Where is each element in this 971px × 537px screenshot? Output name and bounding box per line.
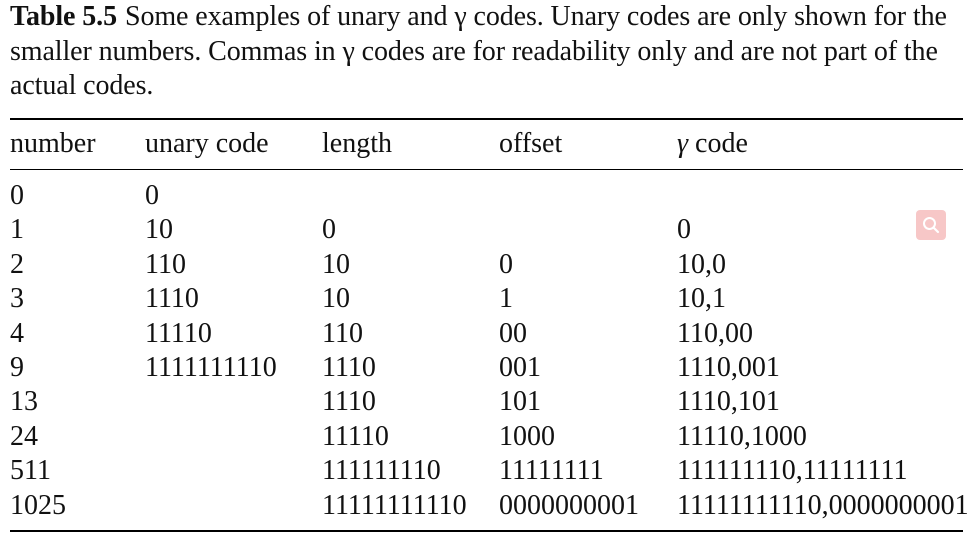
header-unary-code: unary code <box>145 128 269 159</box>
table-bottom-rule <box>10 530 963 532</box>
table-caption: Table 5.5 Some examples of unary and γ co… <box>10 0 965 104</box>
table-top-rule <box>10 118 963 120</box>
table-row: 511 111111110 11111111 111111110,1111111… <box>0 454 971 488</box>
cell-offset: 101 <box>499 386 541 418</box>
cell-gamma: 111111110,11111111 <box>677 455 908 487</box>
table-row: 4 11110 110 00 110,00 <box>0 317 971 351</box>
cell-unary: 11110 <box>145 317 212 349</box>
cell-length: 11111111110 <box>322 489 467 521</box>
cell-offset: 0 <box>499 248 513 280</box>
cell-unary: 110 <box>145 248 186 280</box>
cell-gamma: 10,1 <box>677 283 726 315</box>
cell-offset: 001 <box>499 352 541 383</box>
cell-offset: 00 <box>499 317 527 349</box>
cell-gamma: 10,0 <box>677 248 726 280</box>
cell-offset: 1000 <box>499 420 555 452</box>
table-row: 2 110 10 0 10,0 <box>0 248 971 282</box>
header-gamma-text: code <box>695 128 748 159</box>
cell-number: 13 <box>10 386 38 418</box>
header-gamma-code: γ code <box>677 127 748 161</box>
cell-gamma: 11110,1000 <box>677 420 807 452</box>
cell-gamma: 1110,001 <box>677 352 780 383</box>
table-header-rule <box>10 169 963 170</box>
cell-length: 1110 <box>322 352 376 383</box>
cell-unary: 0 <box>145 180 159 211</box>
cell-length: 0 <box>322 214 336 246</box>
table-row: 1 10 0 0 <box>0 213 971 247</box>
table-row: 13 1110 101 1110,101 <box>0 385 971 419</box>
cell-unary: 10 <box>145 214 173 246</box>
cell-number: 2 <box>10 248 24 280</box>
search-button[interactable] <box>916 210 946 240</box>
table-row: 3 1110 10 1 10,1 <box>0 282 971 316</box>
table-row: 9 1111111110 1110 001 1110,001 <box>0 351 971 385</box>
cell-length: 1110 <box>322 386 376 418</box>
cell-length: 110 <box>322 317 363 349</box>
cell-offset: 11111111 <box>499 455 604 487</box>
header-length: length <box>322 128 392 159</box>
cell-number: 1 <box>10 214 24 246</box>
cell-number: 24 <box>10 420 38 452</box>
cell-number: 3 <box>10 283 24 315</box>
cell-length: 111111110 <box>322 455 441 487</box>
gamma-symbol: γ <box>677 128 689 159</box>
table-row: 24 11110 1000 11110,1000 <box>0 420 971 454</box>
cell-gamma: 1110,101 <box>677 386 780 418</box>
cell-gamma: 11111111110,0000000001 <box>677 489 969 521</box>
cell-length: 11110 <box>322 420 389 452</box>
cell-number: 1025 <box>10 489 66 521</box>
cell-number: 9 <box>10 352 24 383</box>
cell-offset: 1 <box>499 283 513 315</box>
header-offset: offset <box>499 128 563 159</box>
cell-gamma: 0 <box>677 214 691 246</box>
cell-number: 4 <box>10 317 24 349</box>
cell-unary: 1110 <box>145 283 199 315</box>
cell-number: 511 <box>10 455 51 487</box>
cell-length: 10 <box>322 248 350 280</box>
cell-length: 10 <box>322 283 350 315</box>
search-icon <box>923 217 940 234</box>
cell-offset: 0000000001 <box>499 489 639 521</box>
cell-unary: 1111111110 <box>145 352 277 383</box>
table-row: 0 0 <box>0 179 971 213</box>
cell-number: 0 <box>10 180 24 211</box>
header-number: number <box>10 128 96 159</box>
caption-text: Some examples of unary and γ codes. Unar… <box>10 1 947 101</box>
table-label: Table 5.5 <box>10 1 117 32</box>
cell-gamma: 110,00 <box>677 317 753 349</box>
table-header-row: number unary code length offset γ code <box>0 127 971 161</box>
table-row: 1025 11111111110 0000000001 11111111110,… <box>0 489 971 523</box>
